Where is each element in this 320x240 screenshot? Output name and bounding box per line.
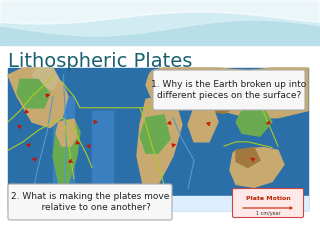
- Text: 1. Why is the Earth broken up into
different pieces on the surface?: 1. Why is the Earth broken up into diffe…: [151, 80, 307, 100]
- Polygon shape: [32, 68, 59, 89]
- Polygon shape: [53, 96, 74, 203]
- Polygon shape: [236, 108, 272, 136]
- Bar: [8, 68, 308, 210]
- Polygon shape: [92, 111, 113, 196]
- FancyBboxPatch shape: [153, 70, 305, 110]
- Polygon shape: [137, 96, 182, 184]
- Polygon shape: [164, 68, 308, 118]
- Text: 1 cm/year: 1 cm/year: [256, 210, 280, 216]
- Bar: [0, 0, 320, 45]
- Polygon shape: [8, 68, 68, 128]
- Text: 2. What is making the plates move
    relative to one another?: 2. What is making the plates move relati…: [11, 192, 169, 212]
- FancyBboxPatch shape: [233, 188, 303, 217]
- Polygon shape: [8, 196, 308, 210]
- Polygon shape: [146, 68, 173, 103]
- Polygon shape: [53, 119, 80, 184]
- Text: Lithospheric Plates: Lithospheric Plates: [8, 52, 192, 71]
- Polygon shape: [17, 79, 50, 108]
- Polygon shape: [188, 105, 218, 142]
- Text: Plate Motion: Plate Motion: [246, 196, 290, 200]
- Polygon shape: [230, 148, 284, 187]
- Polygon shape: [194, 89, 242, 114]
- Polygon shape: [140, 115, 170, 153]
- FancyBboxPatch shape: [8, 184, 172, 220]
- Polygon shape: [56, 119, 77, 146]
- Polygon shape: [236, 148, 260, 167]
- Bar: [8, 68, 308, 210]
